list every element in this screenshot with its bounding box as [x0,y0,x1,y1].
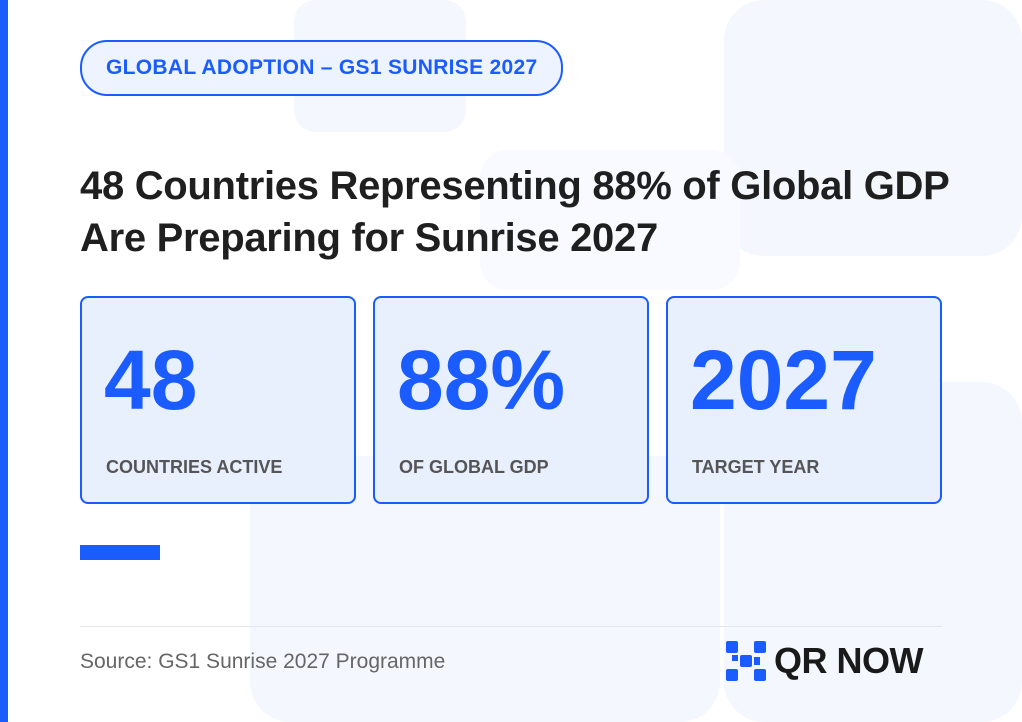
qr-pixel-icon [726,641,766,681]
headline: 48 Countries Representing 88% of Global … [80,164,949,260]
brand-logo: QR NOW [726,639,923,683]
category-badge: GLOBAL ADOPTION – GS1 SUNRISE 2027 [80,40,564,96]
stat-label: OF GLOBAL GDP [399,457,549,477]
stat-value: 88% [397,333,566,427]
brand-name: QR NOW [774,640,923,681]
stat-label: COUNTRIES ACTIVE [106,457,283,477]
stat-value: 2027 [690,333,877,427]
stat-card-year: 2027 TARGET YEAR [666,296,942,504]
source-citation: Source: GS1 Sunrise 2027 Programme [80,650,446,673]
left-accent-bar [0,0,8,722]
stat-card-countries: 48 COUNTRIES ACTIVE [80,296,356,504]
footer-divider [80,626,942,627]
decorative-accent-bar [80,545,160,560]
stat-card-gdp: 88% OF GLOBAL GDP [373,296,649,504]
stat-label: TARGET YEAR [692,457,820,477]
stat-value: 48 [104,333,198,427]
